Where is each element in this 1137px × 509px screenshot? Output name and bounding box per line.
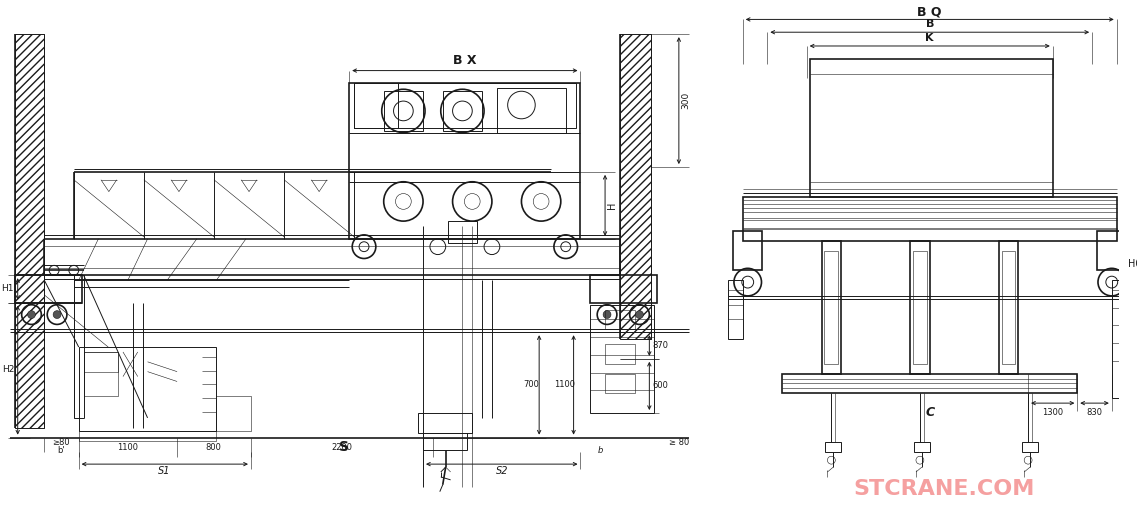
Text: 2200: 2200 bbox=[332, 443, 352, 452]
Circle shape bbox=[53, 310, 61, 319]
Text: 1100: 1100 bbox=[117, 443, 139, 452]
Text: B: B bbox=[926, 19, 933, 30]
Text: K: K bbox=[926, 33, 933, 43]
Bar bbox=[822, 241, 841, 374]
Circle shape bbox=[636, 310, 644, 319]
Bar bbox=[448, 221, 478, 243]
Bar bbox=[15, 34, 44, 428]
Text: 1300: 1300 bbox=[1043, 408, 1063, 417]
Text: H2: H2 bbox=[1, 365, 14, 374]
Bar bbox=[733, 231, 763, 270]
Bar bbox=[590, 305, 654, 413]
Bar bbox=[620, 34, 652, 339]
Bar bbox=[728, 280, 742, 339]
Text: S1: S1 bbox=[158, 466, 171, 476]
Text: 870: 870 bbox=[653, 341, 669, 350]
Bar bbox=[84, 352, 118, 372]
Text: ≥80: ≥80 bbox=[52, 438, 69, 447]
Text: H1: H1 bbox=[1, 285, 14, 294]
Bar bbox=[910, 241, 930, 374]
Bar bbox=[216, 396, 251, 431]
Bar bbox=[913, 250, 927, 364]
Text: C: C bbox=[926, 407, 935, 419]
Bar bbox=[355, 83, 575, 128]
Bar bbox=[590, 275, 657, 303]
Bar bbox=[998, 241, 1019, 374]
Bar bbox=[810, 59, 1053, 196]
Bar bbox=[605, 309, 634, 329]
Text: S: S bbox=[339, 440, 349, 455]
Text: ≥ 80: ≥ 80 bbox=[669, 438, 689, 447]
Bar bbox=[605, 344, 634, 364]
Text: STCRANE.COM: STCRANE.COM bbox=[854, 479, 1035, 499]
Text: H0: H0 bbox=[1129, 260, 1137, 269]
Bar bbox=[914, 442, 930, 453]
Bar bbox=[1097, 231, 1127, 270]
Text: S2: S2 bbox=[496, 466, 508, 476]
Circle shape bbox=[603, 310, 611, 319]
Bar bbox=[349, 83, 581, 239]
Text: B X: B X bbox=[454, 54, 476, 67]
Bar bbox=[824, 250, 838, 364]
Text: 600: 600 bbox=[653, 381, 669, 390]
Bar bbox=[497, 88, 566, 132]
Text: 800: 800 bbox=[206, 443, 222, 452]
Bar bbox=[1022, 442, 1038, 453]
Bar bbox=[15, 275, 82, 303]
Bar bbox=[78, 347, 216, 431]
Text: 1100: 1100 bbox=[554, 380, 575, 389]
Text: 830: 830 bbox=[1086, 408, 1102, 417]
Bar bbox=[825, 442, 841, 453]
Circle shape bbox=[27, 310, 35, 319]
Text: b: b bbox=[597, 446, 603, 455]
Bar bbox=[383, 91, 423, 131]
Text: 300: 300 bbox=[681, 92, 690, 109]
Bar bbox=[78, 431, 216, 440]
Text: B Q: B Q bbox=[918, 5, 941, 18]
Text: 700: 700 bbox=[523, 380, 539, 389]
Text: H: H bbox=[607, 202, 617, 209]
Bar bbox=[418, 413, 472, 433]
Bar bbox=[423, 433, 467, 450]
Bar bbox=[355, 83, 398, 128]
Bar bbox=[782, 374, 1078, 393]
Bar bbox=[84, 352, 118, 396]
Bar bbox=[605, 374, 634, 393]
Bar bbox=[442, 91, 482, 131]
Bar bbox=[1002, 250, 1015, 364]
Bar bbox=[742, 196, 1117, 241]
Bar bbox=[1112, 280, 1131, 398]
Text: b': b' bbox=[57, 446, 65, 455]
